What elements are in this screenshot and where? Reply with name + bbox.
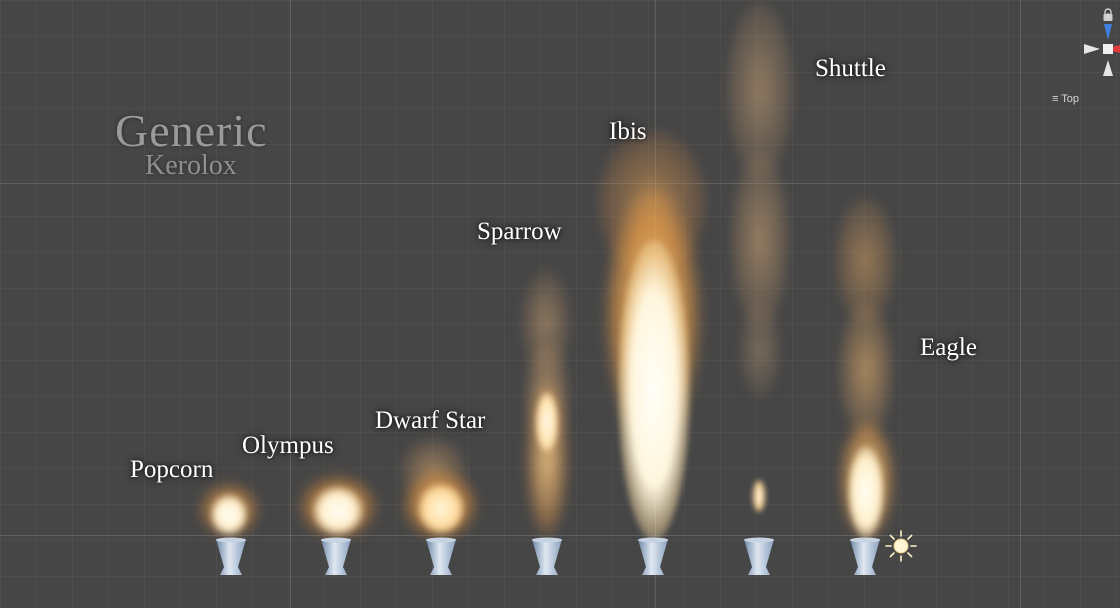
flame-core (210, 494, 248, 536)
neg-z-handle[interactable] (1103, 60, 1113, 76)
lock-icon[interactable] (1102, 8, 1114, 22)
flame-core (753, 480, 765, 512)
flame-core (536, 392, 558, 452)
engine-nozzle[interactable] (740, 537, 778, 579)
grid-line (0, 183, 1120, 184)
engine-label: Olympus (242, 432, 334, 459)
engine-label: Ibis (609, 118, 647, 145)
view-mode-label[interactable]: ≡ Top (1052, 93, 1080, 105)
directional-light-icon[interactable] (884, 529, 918, 563)
flame-smoke (738, 300, 782, 400)
engine-nozzle[interactable] (422, 537, 460, 579)
engine-label: Popcorn (130, 456, 214, 483)
flame-core (618, 240, 690, 540)
grid-line (0, 535, 1120, 536)
engine-nozzle[interactable] (212, 537, 250, 579)
engine-nozzle[interactable] (317, 537, 355, 579)
engine-label: Shuttle (815, 55, 886, 82)
z-axis-label: z (1106, 11, 1110, 20)
engine-label: Dwarf Star (375, 407, 486, 434)
engine-nozzle[interactable] (846, 537, 884, 579)
engine-label: Sparrow (477, 218, 562, 245)
view-axis-gizmo[interactable]: z x (1040, 0, 1120, 110)
neg-x-handle[interactable] (1084, 44, 1100, 54)
grid-line (1020, 0, 1021, 608)
flame-smoke (838, 300, 894, 440)
scene-subtitle: Kerolox (145, 150, 237, 181)
flame-core (312, 486, 364, 536)
grid-line (290, 0, 291, 608)
center-cube[interactable] (1103, 44, 1113, 54)
engine-label: Eagle (920, 334, 977, 361)
hamburger-icon: ≡ (1052, 93, 1059, 105)
engine-nozzle[interactable] (528, 537, 566, 579)
flame-smoke (730, 150, 790, 330)
flame-core (848, 446, 884, 538)
scene-title: Generic (115, 105, 268, 156)
z-axis-handle[interactable] (1104, 24, 1112, 40)
flame-core (418, 484, 464, 534)
engine-nozzle[interactable] (634, 537, 672, 579)
